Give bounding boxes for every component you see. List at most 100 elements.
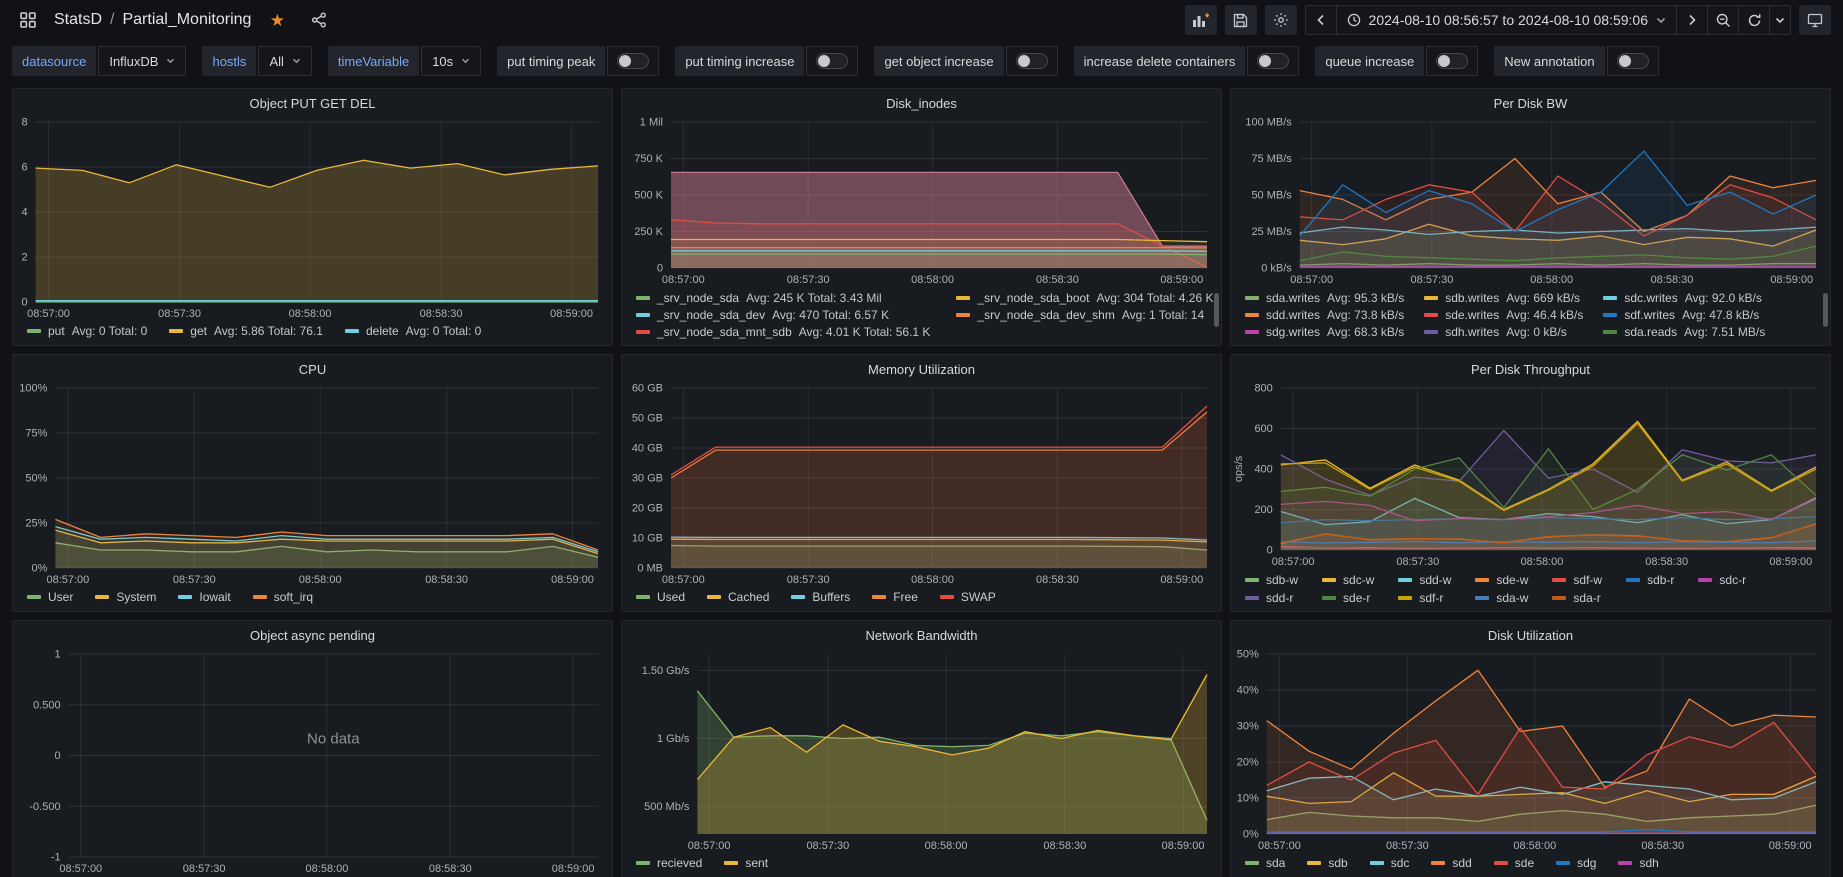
legend-item[interactable]: soft_irq	[252, 590, 313, 604]
legend-item[interactable]: sda-r	[1552, 591, 1602, 605]
legend-item[interactable]: sdd	[1431, 856, 1472, 870]
timeseries-chart[interactable]: 0 kB/s 25 MB/s 50 MB/s 75 MB/s 100 MB/s 08:57…	[1231, 114, 1830, 289]
favorite-star-icon[interactable]: ★	[269, 10, 286, 30]
legend-item[interactable]: _srv_node_sda Avg: 245 K Total: 3.43 Mil	[636, 291, 930, 305]
toggle-switch[interactable]	[617, 53, 650, 69]
time-shift-back-icon[interactable]	[1304, 5, 1337, 35]
legend-item[interactable]: sdb-r	[1626, 573, 1674, 587]
legend-item[interactable]: Iowait	[178, 590, 231, 604]
legend-item[interactable]: sdb-w	[1245, 573, 1298, 587]
legend-item[interactable]: _srv_node_sda_mnt_sdb Avg: 4.01 K Total: …	[636, 325, 930, 339]
legend-series-stats: Avg: 68.3 kB/s	[1327, 325, 1405, 340]
timeseries-chart[interactable]: 0 2 4 6 8 08:57:00 08:57:30 08:58:00 08:58:30 08:…	[13, 114, 612, 322]
timeseries-chart[interactable]: -1 -0.500 0 0.500 1 08:57:00 08:57:30 08:58:00 0…	[13, 646, 612, 877]
legend-item[interactable]: sde-w	[1475, 573, 1528, 587]
legend-item[interactable]: sdc.writes Avg: 92.0 kB/s	[1603, 291, 1765, 305]
panel-title[interactable]: Per Disk Throughput	[1471, 362, 1590, 377]
legend-item[interactable]: sdh.writes Avg: 0 kB/s	[1424, 325, 1583, 339]
legend-item[interactable]: sdc-r	[1698, 573, 1746, 587]
legend-item[interactable]: _srv_node_sda_dev Avg: 470 Total: 6.57 K	[636, 308, 930, 322]
timeseries-chart[interactable]: 0% 25% 50% 75% 100% 08:57:00 08:57:30 08:58:00 0…	[13, 380, 612, 588]
legend-item[interactable]: sent	[724, 856, 768, 870]
refresh-interval-chevron-icon[interactable]	[1769, 5, 1791, 35]
svg-text:08:58:00: 08:58:00	[1530, 274, 1573, 286]
timeseries-chart[interactable]: 0% 10% 20% 30% 40% 50% 08:57:00 08:57:30 08:58:0…	[1231, 646, 1830, 854]
toggle-switch[interactable]	[816, 53, 849, 69]
legend-item[interactable]: sdb.writes Avg: 669 kB/s	[1424, 291, 1583, 305]
svg-text:40 GB: 40 GB	[632, 443, 663, 455]
legend-item[interactable]: sdf.writes Avg: 47.8 kB/s	[1603, 308, 1765, 322]
legend-series-stats: Avg: 0 Total: 0	[405, 324, 482, 339]
legend-item[interactable]: sdb	[1307, 856, 1348, 870]
panel-title[interactable]: Disk Utilization	[1487, 628, 1574, 643]
legend-item[interactable]: sda.reads Avg: 7.51 MB/s	[1603, 325, 1765, 339]
breadcrumb-app[interactable]: StatsD	[54, 11, 103, 28]
toggle-switch[interactable]	[1015, 53, 1048, 69]
legend-item[interactable]: Used	[636, 590, 685, 604]
timevariable-select[interactable]: 10s	[421, 46, 482, 76]
legend-item[interactable]: sdd.writes Avg: 73.8 kB/s	[1245, 308, 1404, 322]
legend-item[interactable]: sdd-r	[1245, 591, 1298, 605]
share-icon[interactable]	[303, 5, 335, 35]
legend-item[interactable]: put Avg: 0 Total: 0	[27, 324, 147, 338]
legend-item[interactable]: Free	[872, 590, 918, 604]
svg-text:0%: 0%	[1243, 829, 1259, 841]
breadcrumb-dashboard[interactable]: Partial_Monitoring	[122, 11, 252, 28]
legend-item[interactable]: recieved	[636, 856, 702, 870]
legend-scrollbar[interactable]	[1214, 293, 1219, 328]
legend-item[interactable]: Cached	[707, 590, 769, 604]
legend-scrollbar[interactable]	[1823, 293, 1828, 328]
legend-item[interactable]: sdf-r	[1398, 591, 1451, 605]
legend-item[interactable]: sdg	[1556, 856, 1596, 870]
legend-item[interactable]: sdc-w	[1322, 573, 1374, 587]
legend-item[interactable]: SWAP	[939, 590, 996, 604]
apps-grid-icon[interactable]	[12, 5, 44, 35]
panel-title[interactable]: Disk_inodes	[886, 96, 957, 111]
legend-item[interactable]: _srv_node_sda_dev_shm Avg: 1 Total: 14	[956, 308, 1213, 322]
panel-title[interactable]: Object PUT GET DEL	[249, 96, 376, 111]
zoom-out-icon[interactable]	[1707, 5, 1739, 35]
legend-item[interactable]: sde.writes Avg: 46.4 kB/s	[1424, 308, 1583, 322]
timeseries-chart[interactable]: 0 250 K 500 K 750 K 1 Mil 08:57:00 08:57:30 08:…	[622, 114, 1221, 289]
legend-item[interactable]: get Avg: 5.86 Total: 76.1	[169, 324, 323, 338]
hostls-select[interactable]: All	[258, 46, 312, 76]
save-dashboard-icon[interactable]	[1224, 5, 1257, 35]
panel-title[interactable]: Per Disk BW	[1493, 96, 1568, 111]
settings-gear-icon[interactable]	[1264, 5, 1297, 35]
legend-swatch	[939, 595, 954, 600]
datasource-select[interactable]: InfluxDB	[98, 46, 187, 76]
legend-item[interactable]: sda.writes Avg: 95.3 kB/s	[1245, 291, 1404, 305]
legend-item[interactable]: sdf-w	[1552, 573, 1602, 587]
legend-item[interactable]: sde	[1493, 856, 1534, 870]
add-panel-icon[interactable]	[1184, 5, 1217, 35]
legend-item[interactable]: sdd-w	[1398, 573, 1451, 587]
legend-item[interactable]: sdh	[1618, 856, 1659, 870]
toggle-switch[interactable]	[1436, 53, 1469, 69]
time-range-picker[interactable]: 2024-08-10 08:56:57 to 2024-08-10 08:59:…	[1335, 5, 1677, 35]
svg-text:08:57:00: 08:57:00	[662, 274, 705, 286]
legend-item[interactable]: _srv_node_sda_boot Avg: 304 Total: 4.26 K	[956, 291, 1214, 305]
toggle-switch[interactable]	[1257, 53, 1290, 69]
legend-item[interactable]: System	[95, 590, 156, 604]
legend-item[interactable]: sde-r	[1322, 591, 1374, 605]
timeseries-chart[interactable]: 0 200 400 600 800 08:57:00 08:57:30 08:58:00 08:…	[1231, 380, 1830, 571]
kiosk-mode-icon[interactable]	[1799, 5, 1831, 35]
legend-item[interactable]: sda-w	[1475, 591, 1528, 605]
legend-item[interactable]: delete Avg: 0 Total: 0	[344, 324, 482, 339]
panel-title[interactable]: Network Bandwidth	[865, 628, 978, 643]
timeseries-chart[interactable]: 0 MB 10 GB 20 GB 30 GB 40 GB 50 GB 60 GB 08:57:…	[622, 380, 1221, 588]
panel-title[interactable]: Memory Utilization	[868, 362, 975, 377]
toggle-switch[interactable]	[1616, 53, 1649, 69]
legend-item[interactable]: sda	[1245, 856, 1285, 870]
legend: Used Cached Buffers Free SWAP	[622, 588, 1221, 611]
legend-item[interactable]: sdc	[1369, 856, 1409, 870]
legend-item[interactable]: Buffers	[791, 590, 850, 604]
refresh-icon[interactable]	[1738, 5, 1770, 35]
time-shift-forward-icon[interactable]	[1676, 5, 1708, 35]
legend-item[interactable]: sdg.writes Avg: 68.3 kB/s	[1245, 325, 1404, 339]
timeseries-chart[interactable]: 500 Mb/s 1 Gb/s 1.50 Gb/s 08:57:00 08:57:30 0…	[622, 646, 1221, 854]
legend-item[interactable]: User	[27, 590, 73, 604]
panel-title[interactable]: Object async pending	[249, 628, 376, 643]
panel-title[interactable]: CPU	[298, 362, 327, 377]
legend-series-name: sdh.writes	[1445, 325, 1500, 340]
